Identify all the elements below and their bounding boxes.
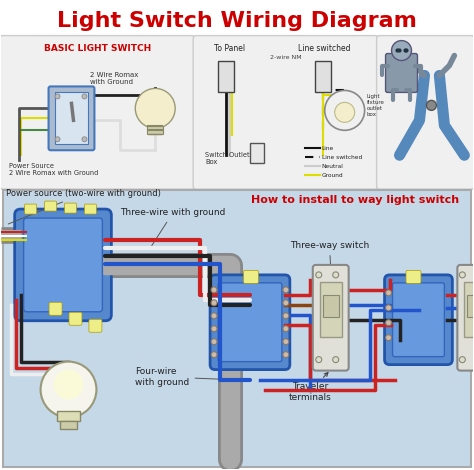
Text: Power Source
2 Wire Romax with Ground: Power Source 2 Wire Romax with Ground [9, 163, 98, 176]
Text: Line: Line [322, 146, 334, 151]
FancyBboxPatch shape [385, 54, 418, 93]
Bar [55, 93, 89, 144]
Circle shape [316, 272, 322, 278]
Circle shape [283, 300, 289, 306]
Circle shape [333, 357, 339, 363]
Text: Three-way switch: Three-way switch [0, 469, 1, 470]
Text: 2-wire NM: 2-wire NM [270, 55, 301, 60]
Circle shape [325, 90, 365, 130]
Text: Switch Outlet
Box: Switch Outlet Box [205, 152, 250, 164]
Circle shape [211, 339, 217, 345]
Text: 2 Wire Romax
with Ground: 2 Wire Romax with Ground [91, 72, 139, 86]
Bar [147, 126, 163, 134]
Text: Light Switch Wiring Diagram: Light Switch Wiring Diagram [57, 11, 417, 31]
FancyBboxPatch shape [45, 201, 56, 211]
FancyBboxPatch shape [49, 302, 62, 315]
Text: Traveler
terminals: Traveler terminals [0, 469, 1, 470]
FancyBboxPatch shape [24, 218, 102, 312]
Bar [467, 295, 474, 317]
Circle shape [459, 357, 465, 363]
Text: To Panel: To Panel [214, 44, 246, 53]
Circle shape [459, 272, 465, 278]
Circle shape [385, 335, 392, 341]
Text: Four-wire
with ground: Four-wire with ground [135, 367, 227, 386]
FancyBboxPatch shape [406, 270, 421, 283]
Circle shape [283, 352, 289, 358]
Circle shape [82, 94, 87, 99]
Circle shape [283, 339, 289, 345]
Text: Three-wire with ground: Three-wire with ground [120, 208, 226, 246]
Circle shape [385, 320, 392, 326]
FancyBboxPatch shape [48, 86, 94, 150]
Text: Neutral: Neutral [322, 164, 344, 169]
Circle shape [427, 101, 437, 110]
Bar [320, 282, 342, 337]
Circle shape [335, 102, 355, 122]
Bar [323, 295, 339, 317]
Text: Three-way switch: Three-way switch [290, 241, 369, 265]
Bar [250, 143, 264, 163]
Text: Ground: Ground [322, 172, 343, 178]
Bar [3, 190, 471, 467]
FancyBboxPatch shape [84, 204, 96, 214]
Circle shape [54, 369, 83, 400]
Bar [315, 61, 331, 93]
FancyBboxPatch shape [384, 275, 452, 365]
FancyBboxPatch shape [25, 204, 36, 214]
Circle shape [283, 326, 289, 332]
Circle shape [211, 300, 217, 306]
Text: Power source (two-wire with ground): Power source (two-wire with ground) [6, 189, 161, 224]
Circle shape [211, 313, 217, 319]
Circle shape [211, 287, 217, 293]
Circle shape [211, 352, 217, 358]
Text: BASIC LIGHT SWITCH: BASIC LIGHT SWITCH [44, 44, 151, 53]
Circle shape [211, 326, 217, 332]
FancyBboxPatch shape [89, 319, 102, 332]
Bar [56, 411, 81, 422]
Circle shape [135, 88, 175, 128]
Circle shape [55, 137, 60, 142]
Text: Line switched: Line switched [322, 155, 362, 160]
Circle shape [283, 287, 289, 293]
Text: Line switched: Line switched [299, 44, 351, 53]
FancyBboxPatch shape [193, 36, 379, 189]
FancyBboxPatch shape [376, 36, 474, 189]
Circle shape [333, 272, 339, 278]
Bar [60, 422, 77, 430]
FancyBboxPatch shape [392, 283, 445, 357]
Text: Light
fixture
outlet
box: Light fixture outlet box [366, 94, 384, 117]
Circle shape [385, 290, 392, 296]
Bar [218, 61, 234, 93]
FancyBboxPatch shape [210, 275, 290, 369]
Circle shape [55, 94, 60, 99]
FancyBboxPatch shape [0, 36, 195, 189]
FancyBboxPatch shape [69, 312, 82, 325]
Text: Traveler
terminals: Traveler terminals [288, 373, 331, 401]
Circle shape [283, 313, 289, 319]
Circle shape [316, 357, 322, 363]
Text: How to install to way light switch: How to install to way light switch [251, 195, 459, 205]
Circle shape [41, 361, 96, 417]
FancyBboxPatch shape [218, 283, 282, 361]
Circle shape [385, 305, 392, 311]
Circle shape [392, 40, 411, 61]
FancyBboxPatch shape [244, 270, 258, 283]
Bar [465, 282, 474, 337]
FancyBboxPatch shape [457, 265, 474, 371]
FancyBboxPatch shape [64, 203, 76, 213]
FancyBboxPatch shape [15, 209, 111, 321]
Circle shape [82, 137, 87, 142]
FancyBboxPatch shape [313, 265, 349, 371]
